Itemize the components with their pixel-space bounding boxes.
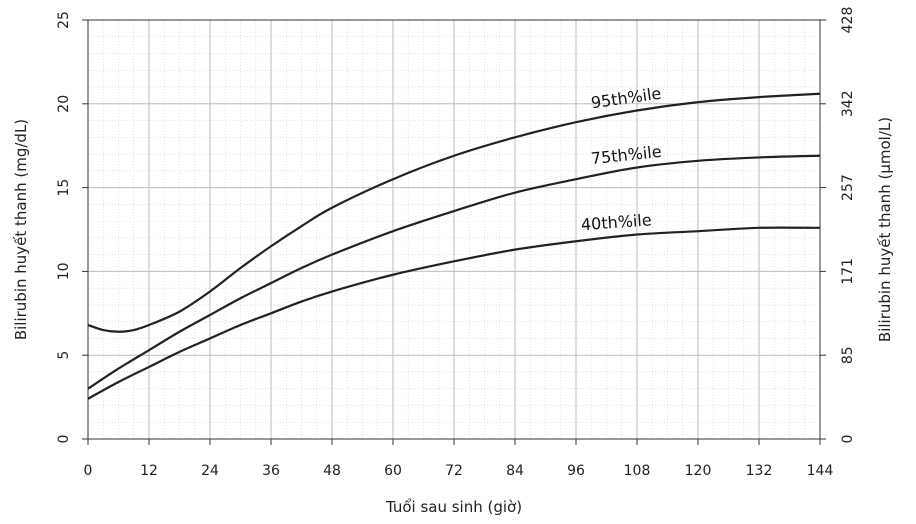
- x-tick-label: 0: [84, 463, 93, 479]
- series-label: 40th%ile: [580, 210, 652, 234]
- y2-tick-label: 342: [840, 90, 856, 117]
- x-tick-label: 108: [624, 463, 651, 479]
- x-tick-label: 12: [140, 463, 158, 479]
- series-line: [87, 226, 821, 400]
- x-tick-label: 60: [384, 463, 402, 479]
- y-tick-label: 15: [56, 179, 72, 197]
- x-tick-label: 132: [746, 463, 773, 479]
- y2-tick-label: 171: [840, 258, 856, 285]
- x-tick-label: 36: [262, 463, 280, 479]
- y-tick-label: 10: [56, 262, 72, 280]
- series-line: [87, 92, 821, 333]
- x-tick-label: 144: [807, 463, 834, 479]
- x-tick-label: 120: [685, 463, 712, 479]
- y2-tick-labels: 0 85 171 257 342 428: [820, 7, 856, 444]
- y2-axis-title: Bilirubin huyết thanh (µmol/L): [876, 117, 894, 342]
- y-tick-label: 20: [56, 95, 72, 113]
- x-tick-label: 24: [201, 463, 219, 479]
- x-axis-title: Tuổi sau sinh (giờ): [385, 498, 522, 516]
- y2-tick-label: 257: [840, 174, 856, 201]
- x-tick-label: 84: [506, 463, 524, 479]
- x-tick-label: 96: [567, 463, 585, 479]
- y2-tick-label: 428: [840, 7, 856, 34]
- x-tick-label: 48: [323, 463, 341, 479]
- y2-tick-label: 85: [840, 346, 856, 364]
- y-tick-label: 0: [56, 435, 72, 444]
- x-tick-labels: 0 12 24 36 48 60 72 84 96 108 120 132 144: [84, 439, 834, 479]
- y-axis-title: Bilirubin huyết thanh (mg/dL): [12, 119, 30, 340]
- series-label: 75th%ile: [590, 142, 662, 168]
- x-tick-label: 72: [445, 463, 463, 479]
- y-tick-label: 5: [56, 351, 72, 360]
- y2-tick-label: 0: [840, 435, 856, 444]
- y-tick-labels: 0 5 10 15 20 25: [56, 11, 88, 443]
- y-tick-label: 25: [56, 11, 72, 29]
- series-line: [87, 154, 821, 390]
